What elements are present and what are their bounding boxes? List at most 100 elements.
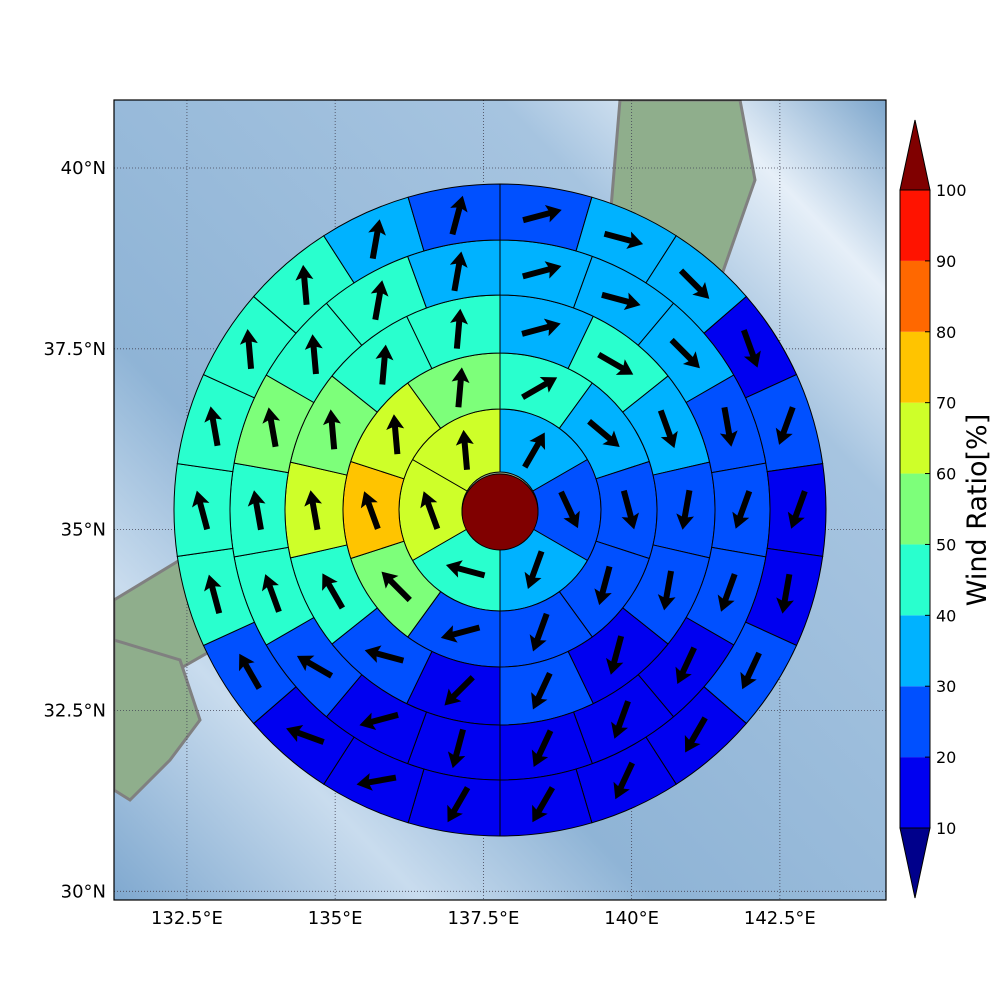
wind-arrow <box>360 491 381 530</box>
wind-arrow <box>775 406 796 445</box>
wind-arrow <box>531 671 553 710</box>
wind-arrow <box>322 573 346 610</box>
wind-arrow <box>239 653 262 690</box>
wind-arrow <box>447 728 466 769</box>
colorbar-tick-label: 100 <box>936 181 967 200</box>
wind-arrow <box>732 490 753 529</box>
wind-arrow <box>386 414 405 455</box>
wind-arrow <box>286 725 325 745</box>
wind-arrow <box>558 490 580 529</box>
wind-arrow <box>521 377 558 400</box>
y-tick-label: 40°N <box>61 158 106 179</box>
axes: 132.5°E 135°E 137.5°E 140°E 142.5°E 30°N 32.5°… <box>43 158 815 929</box>
wind-arrow <box>601 291 641 310</box>
wind-cells <box>173 183 827 837</box>
colorbar-segment <box>900 402 930 474</box>
y-tick-label: 35°N <box>61 520 106 541</box>
wind-arrow <box>449 251 468 292</box>
wind-arrow <box>450 308 469 349</box>
colorbar-segment <box>900 331 930 403</box>
wind-arrow <box>719 406 738 447</box>
wind-arrow <box>613 761 635 800</box>
wind-arrow <box>262 407 281 448</box>
x-tick-label: 142.5°E <box>744 908 816 929</box>
colorbar-segment <box>900 544 930 616</box>
colorbar-frame <box>899 189 931 829</box>
wind-arrow <box>521 318 561 337</box>
wind-arrow <box>204 406 223 447</box>
colorbar-under <box>899 827 931 899</box>
colorbar-segment <box>900 757 930 828</box>
y-tick-label: 37.5°N <box>43 339 106 360</box>
wind-arrow <box>684 716 708 753</box>
wind-arrow <box>787 490 808 529</box>
colorbar-tick-label: 40 <box>936 606 956 625</box>
colorbar-segment <box>900 260 930 332</box>
wind-arrow <box>522 205 562 224</box>
wind-arrow <box>678 268 710 299</box>
wind-arrow <box>239 328 258 370</box>
wind-arrow <box>449 195 468 236</box>
wind-arrow <box>597 351 634 375</box>
wind-arrow <box>445 560 486 579</box>
wind-arrow <box>587 419 620 448</box>
wind-arrow <box>522 432 546 469</box>
colorbar-tick-label: 80 <box>936 323 956 342</box>
x-tick-label: 132.5°E <box>151 908 223 929</box>
x-tick-label: 140°E <box>604 908 659 929</box>
wind-arrow <box>741 329 761 368</box>
wind-arrow <box>447 786 471 823</box>
wind-arrow <box>455 429 474 470</box>
x-tick-label: 135°E <box>308 908 363 929</box>
wind-arrow <box>381 571 412 603</box>
wind-arrow <box>261 574 282 613</box>
wind-arrow <box>359 711 399 730</box>
wind-arrow <box>594 565 613 606</box>
wind-arrow <box>304 334 323 375</box>
wind-arrow <box>296 655 334 679</box>
wind-arrow <box>364 645 405 664</box>
colorbar-tick-label: 10 <box>936 819 956 838</box>
wind-arrow <box>532 786 556 823</box>
wind-arrow <box>370 280 389 321</box>
wind-arrow <box>522 261 562 280</box>
y-tick-label: 32.5°N <box>43 700 106 721</box>
wind-arrow <box>776 573 794 614</box>
wind-arrow <box>657 570 676 611</box>
colorbar-segment <box>900 615 930 687</box>
colorbar-tick-label: 60 <box>936 465 956 484</box>
wind-arrow <box>531 729 554 767</box>
wind-arrow <box>740 651 762 690</box>
wind-arrow <box>192 490 211 531</box>
y-tick-label: 30°N <box>61 881 106 902</box>
colorbar-tick-label: 50 <box>936 535 956 554</box>
wind-arrow <box>368 219 386 260</box>
colorbar-tick-label: 90 <box>936 252 956 271</box>
wind-arrow <box>675 646 697 685</box>
wind-arrow <box>451 367 470 408</box>
wind-arrow <box>603 230 644 249</box>
wind-arrow <box>524 550 545 589</box>
wind-arrow <box>620 489 639 530</box>
wind-arrow <box>440 624 481 643</box>
wind-arrow <box>717 573 738 612</box>
colorbar-tick-label: 30 <box>936 677 956 696</box>
colorbar-tick-label: 70 <box>936 394 956 413</box>
wind-arrow <box>444 675 475 706</box>
colorbar-segment <box>900 190 930 261</box>
wind-arrow <box>375 344 394 385</box>
frame <box>113 99 887 901</box>
wind-arrow <box>669 337 700 369</box>
wind-arrow <box>605 635 625 675</box>
colorbar: 10 20 30 40 50 60 70 80 90 100 <box>899 119 967 899</box>
center-marker <box>461 473 539 551</box>
colorbar-segment <box>900 473 930 545</box>
wind-arrow <box>295 264 314 305</box>
wind-arrow <box>323 409 341 450</box>
wind-arrow <box>676 489 694 530</box>
colorbar-tick-label: 20 <box>936 748 956 767</box>
wind-arrow <box>204 574 223 615</box>
colorbar-label: Wind Ratio[%] <box>962 414 993 606</box>
